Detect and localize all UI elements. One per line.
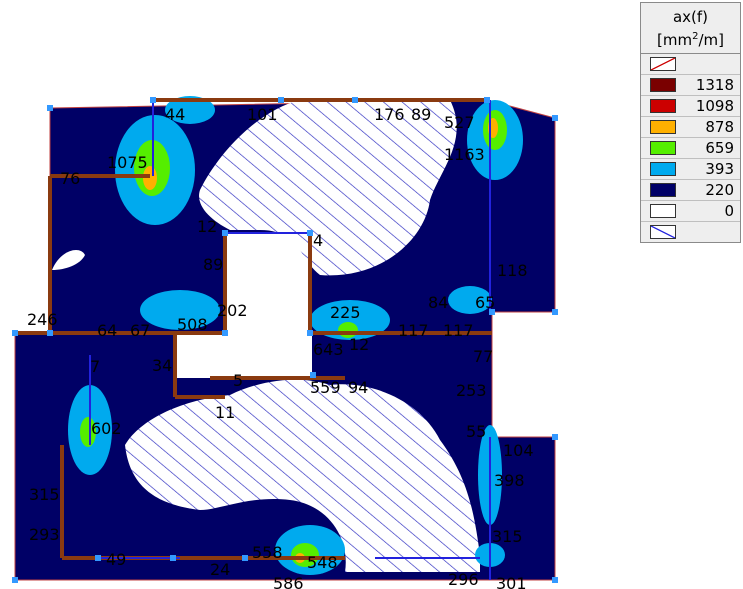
value-label: 67: [130, 321, 150, 340]
node-markers: [12, 97, 558, 583]
slab-plan: 44 101 176 89 527 1075 76 1163 12 4 89 1…: [12, 96, 558, 589]
legend-title: ax(f): [672, 8, 709, 26]
wall-lines: [89, 100, 491, 580]
legend-swatch: [650, 162, 676, 176]
value-label: 1075: [107, 153, 148, 172]
contour-blob: [80, 417, 96, 447]
legend-swatch: [650, 57, 676, 71]
value-label: 559: [310, 378, 341, 397]
value-label: 118: [497, 261, 528, 280]
value-label: 55: [466, 422, 486, 441]
legend-row: 393: [641, 159, 740, 180]
value-label: 558: [252, 543, 283, 562]
value-label: 176: [374, 105, 405, 124]
legend-value: 659: [705, 139, 734, 157]
legend-value: 0: [724, 202, 734, 220]
value-label: 1163: [444, 145, 485, 164]
contour-blob: [310, 300, 390, 340]
legend-swatch: [650, 99, 676, 113]
value-label: 44: [165, 105, 185, 124]
legend-row: [641, 54, 740, 75]
value-label: 398: [494, 471, 525, 490]
value-label: 548: [307, 553, 338, 572]
legend-header: ax(f) [mm2/m]: [641, 3, 740, 54]
value-label: 301: [496, 574, 527, 589]
legend-value: 1318: [695, 76, 734, 94]
legend-swatch: [650, 141, 676, 155]
contour-blob: [165, 96, 215, 124]
value-label: 4: [313, 231, 323, 250]
value-label: 65: [475, 293, 495, 312]
legend-swatch: [650, 225, 676, 239]
value-label: 12: [197, 217, 217, 236]
legend-row: 220: [641, 180, 740, 201]
legend-row: 1318: [641, 75, 740, 96]
value-label: 24: [210, 560, 230, 579]
value-label: 11: [215, 403, 235, 422]
legend-value: 393: [705, 160, 734, 178]
value-label: 508: [177, 315, 208, 334]
color-legend: ax(f) [mm2/m] 1318 1098 878 659 393 220 0: [640, 2, 741, 243]
value-label: 34: [152, 356, 172, 375]
legend-swatch: [650, 120, 676, 134]
contour-blob: [140, 290, 220, 330]
hatched-zone-top: [199, 100, 457, 276]
legend-row: 0: [641, 201, 740, 222]
value-label: 94: [348, 378, 368, 397]
value-label: 7: [90, 357, 100, 376]
value-label: 253: [456, 381, 487, 400]
legend-row: 1098: [641, 96, 740, 117]
value-label: 202: [217, 301, 248, 320]
value-label: 84: [428, 293, 448, 312]
value-label: 586: [273, 574, 304, 589]
legend-swatch: [650, 204, 676, 218]
value-label: 602: [91, 419, 122, 438]
legend-value: 878: [705, 118, 734, 136]
value-label: 117: [443, 321, 474, 340]
hatched-zone-bottom: [125, 379, 480, 572]
value-label: 12: [349, 335, 369, 354]
opening-corridor: [175, 335, 312, 378]
contour-blob: [448, 286, 492, 314]
value-label: 64: [97, 321, 117, 340]
value-label: 315: [492, 527, 523, 546]
value-label: 527: [444, 113, 475, 132]
legend-row: [641, 222, 740, 242]
value-label: 5: [233, 371, 243, 390]
value-label: 104: [503, 441, 534, 460]
value-label: 89: [411, 105, 431, 124]
legend-value: 1098: [695, 97, 734, 115]
value-label: 643: [313, 340, 344, 359]
value-label: 246: [27, 310, 58, 329]
legend-row: 659: [641, 138, 740, 159]
legend-unit: [mm2/m]: [657, 31, 724, 49]
legend-swatch: [650, 183, 676, 197]
legend-value: 220: [705, 181, 734, 199]
value-label: 315: [29, 485, 60, 504]
legend-swatch: [650, 78, 676, 92]
opening-stair: [225, 233, 310, 335]
value-label: 225: [330, 303, 361, 322]
value-label: 49: [106, 550, 126, 569]
hatched-zone-left: [52, 250, 85, 270]
legend-row: 878: [641, 117, 740, 138]
value-label: 293: [29, 525, 60, 544]
value-label: 76: [60, 169, 80, 188]
value-label: 77: [473, 347, 493, 366]
value-label: 101: [247, 105, 278, 124]
value-label: 117: [398, 321, 429, 340]
value-label: 89: [203, 255, 223, 274]
value-label: 296: [448, 570, 479, 589]
